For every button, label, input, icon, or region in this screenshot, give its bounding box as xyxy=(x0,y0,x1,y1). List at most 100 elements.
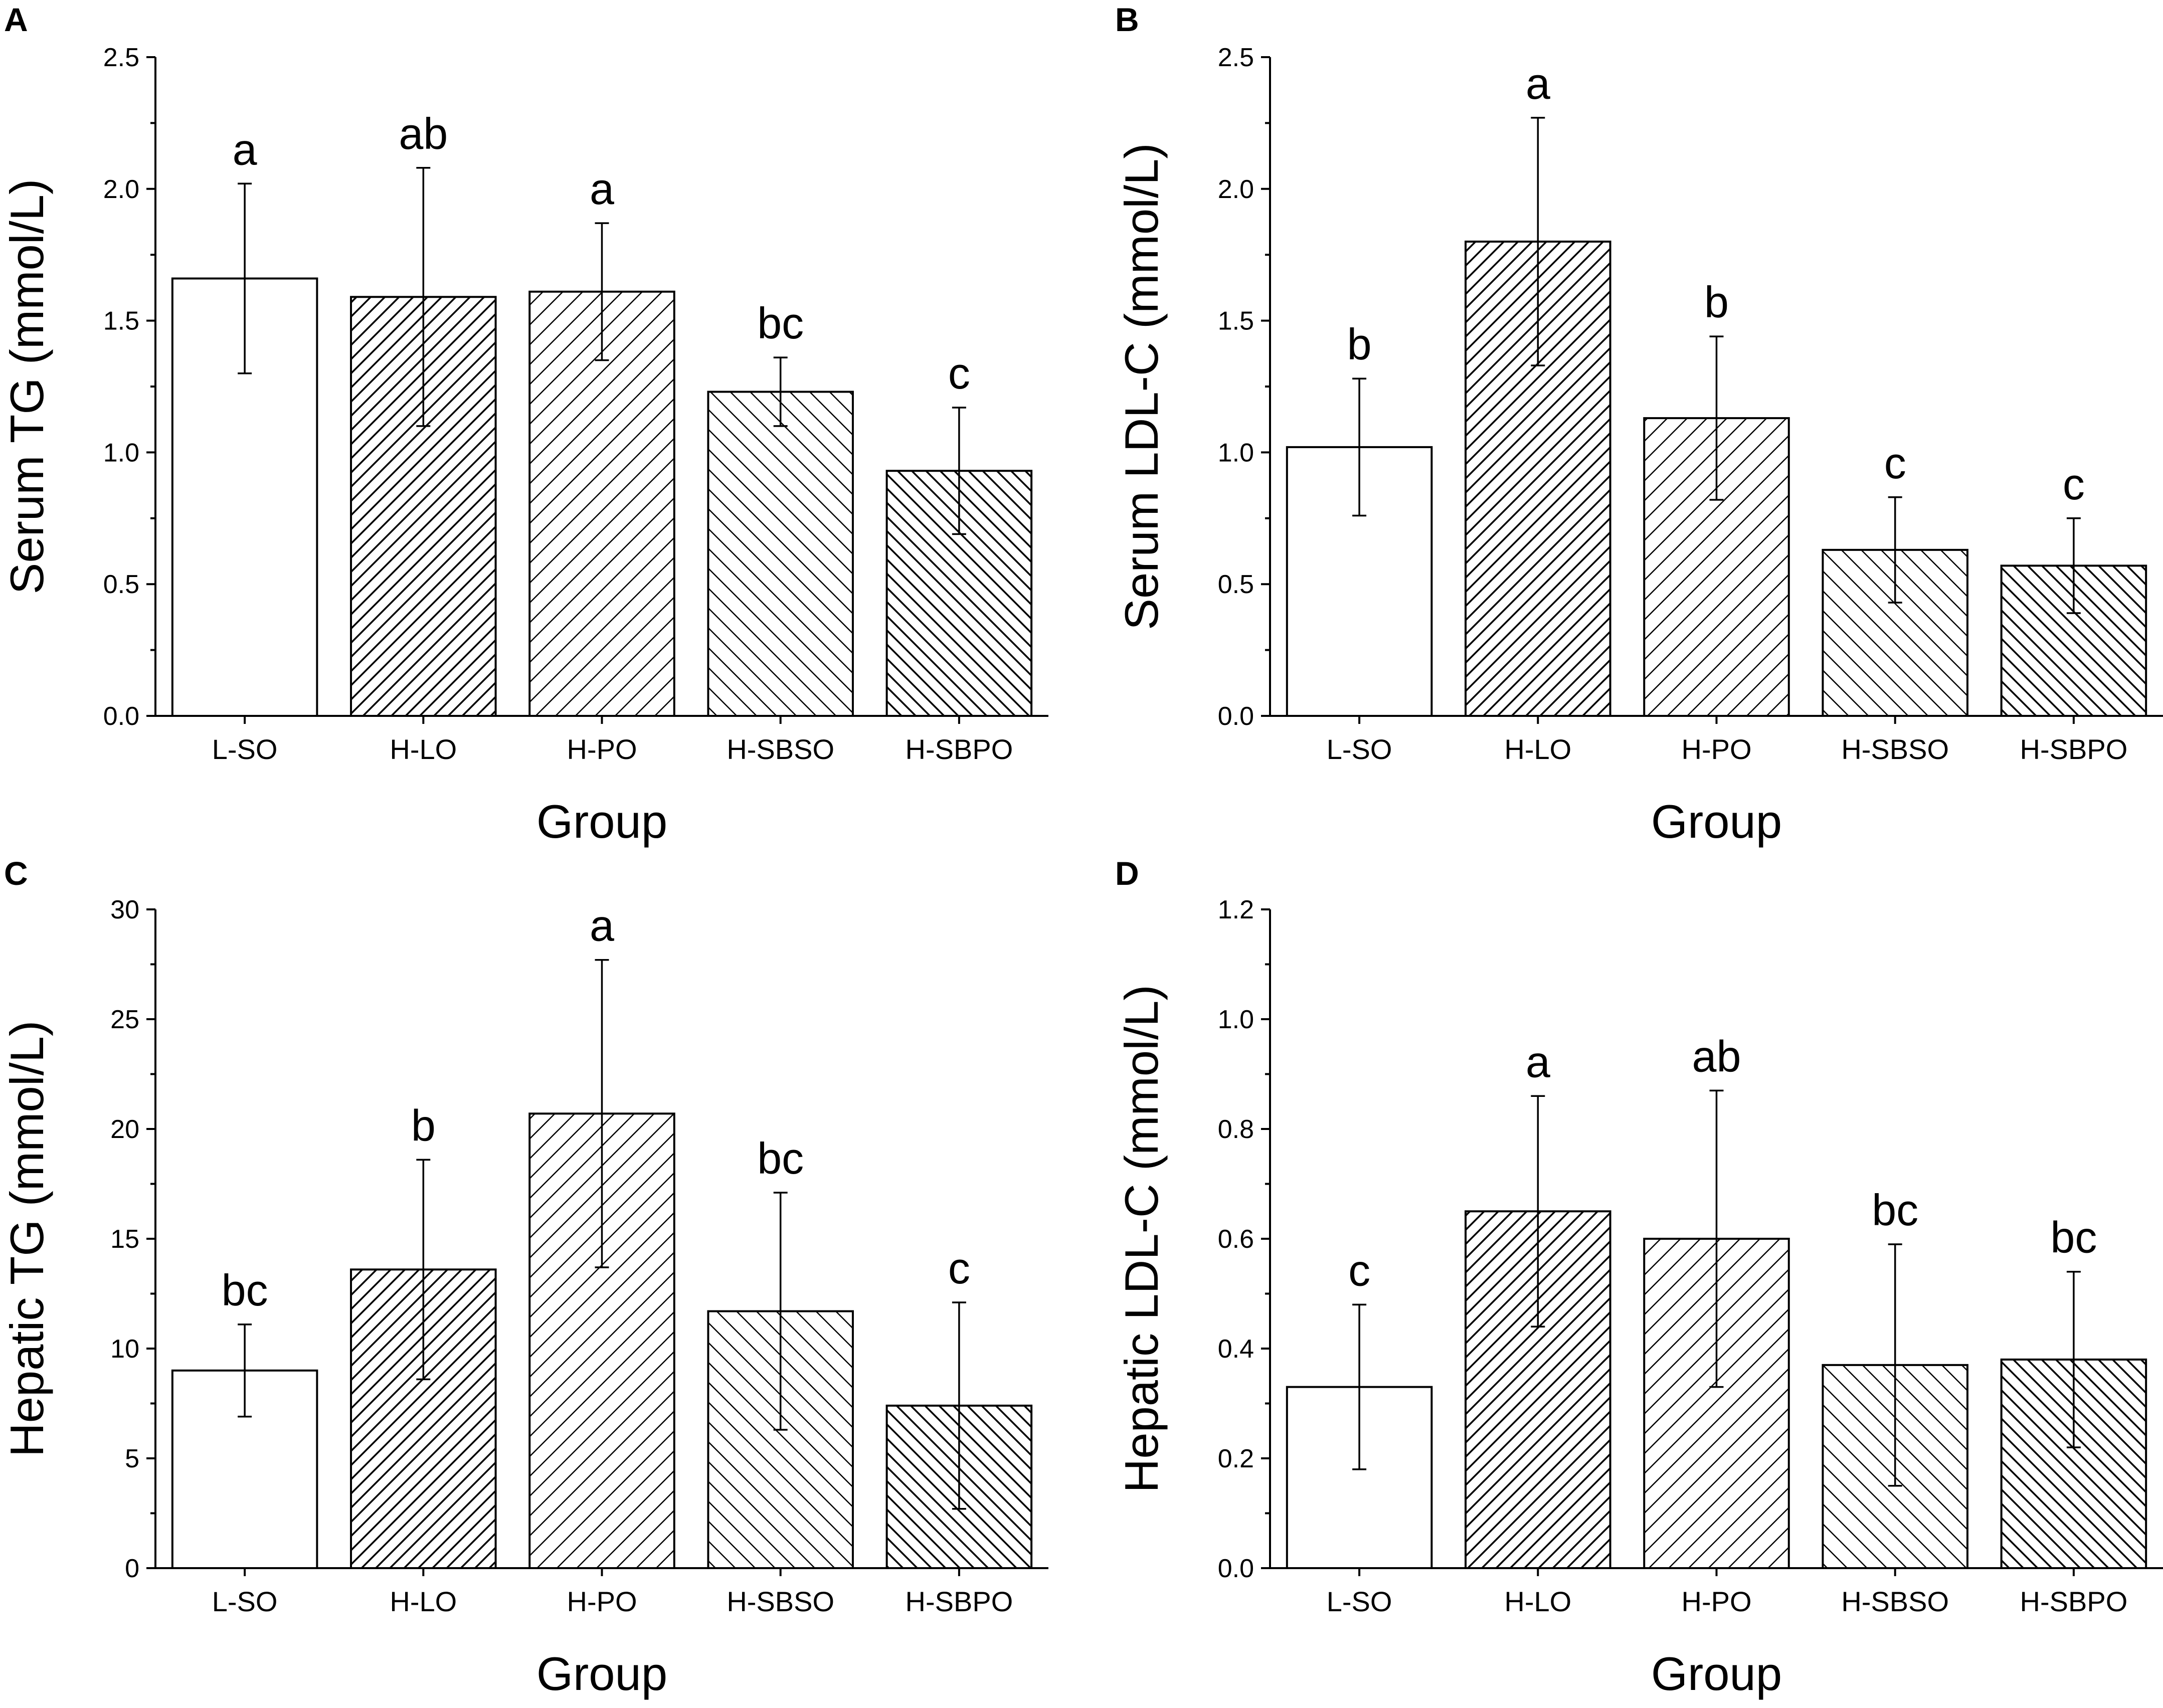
panel-a: A a ab a bc c 0.0 0.5 1.0 1.5 2.0 2.5 L-SO H-LO H-PO H… xyxy=(1,1,1048,848)
significance-letter-b-h-po: b xyxy=(1704,277,1729,327)
significance-letter-d-h-sbso: bc xyxy=(1872,1185,1918,1235)
significance-letter-a-h-po: a xyxy=(590,164,614,214)
x-tick-label-c-h-sbso: H-SBSO xyxy=(727,1586,834,1617)
significance-letter-a-l-so: a xyxy=(233,124,257,174)
y-axis-title-c: Hepatic TG (mmol/L) xyxy=(1,1021,53,1457)
error-bar-c-h-po xyxy=(595,959,609,1268)
x-tick-label-b-h-sbpo: H-SBPO xyxy=(2020,733,2128,765)
error-bar-d-h-sbpo xyxy=(2066,1270,2081,1448)
x-tick-label-a-h-lo: H-LO xyxy=(390,733,457,765)
error-bar-a-h-sbso xyxy=(773,356,788,427)
y-tick-label-d: 0.8 xyxy=(1218,1115,1254,1144)
panel-letter-b: B xyxy=(1115,1,1139,38)
y-tick-label-b: 1.5 xyxy=(1218,307,1254,336)
y-tick-label-c: 0 xyxy=(125,1554,139,1583)
significance-letter-d-l-so: c xyxy=(1348,1245,1370,1295)
y-tick-label-c: 5 xyxy=(125,1444,139,1473)
error-bar-c-h-lo xyxy=(416,1159,431,1381)
x-axis-title-d: Group xyxy=(1651,1647,1782,1700)
y-tick-label-b: 2.5 xyxy=(1218,43,1254,72)
error-bar-a-h-lo xyxy=(416,167,431,427)
x-tick-label-d-h-sbpo: H-SBPO xyxy=(2020,1586,2128,1617)
y-tick-label-d: 0.4 xyxy=(1218,1335,1254,1364)
significance-letter-b-h-sbpo: c xyxy=(2063,459,2085,509)
bar-a-h-sbso xyxy=(707,391,854,717)
x-tick-label-a-l-so: L-SO xyxy=(212,733,278,765)
x-tick-label-c-h-sbpo: H-SBPO xyxy=(906,1586,1013,1617)
x-tick-label-a-h-sbpo: H-SBPO xyxy=(906,733,1013,765)
significance-letter-d-h-po: ab xyxy=(1692,1031,1741,1081)
error-bar-d-h-lo xyxy=(1531,1095,1545,1327)
significance-letter-d-h-sbpo: bc xyxy=(2050,1213,2097,1262)
panel-d: D c a ab bc bc 0.0 0.2 0.4 0.6 0.8 1.0 1.2 L-SO H-LO H… xyxy=(1115,855,2163,1700)
x-axis-title-c: Group xyxy=(536,1647,667,1700)
y-tick-label-b: 0.0 xyxy=(1218,702,1254,731)
y-axis-title-a: Serum TG (mmol/L) xyxy=(1,179,53,595)
error-bar-b-l-so xyxy=(1352,377,1367,517)
y-tick-label-a: 1.0 xyxy=(103,438,139,467)
y-tick-label-d: 0.2 xyxy=(1218,1444,1254,1473)
panel-c: C bc b a bc c 0 5 10 15 20 25 30 L-SO H-LO H-PO H-SBSO H… xyxy=(1,855,1048,1700)
panel-letter-d: D xyxy=(1115,855,1139,892)
y-tick-label-a: 0.0 xyxy=(103,702,139,731)
error-bar-a-l-so xyxy=(238,182,252,374)
x-tick-label-b-l-so: L-SO xyxy=(1327,733,1392,765)
y-tick-label-a: 1.5 xyxy=(103,307,139,336)
y-tick-label-b: 0.5 xyxy=(1218,570,1254,599)
error-bar-b-h-sbso xyxy=(1888,496,1902,604)
x-tick-label-a-h-po: H-PO xyxy=(567,733,637,765)
x-tick-label-c-l-so: L-SO xyxy=(212,1586,278,1617)
significance-letter-a-h-sbpo: c xyxy=(948,348,970,398)
error-bar-c-h-sbso xyxy=(773,1192,788,1431)
panel-letter-a: A xyxy=(4,1,28,38)
error-bar-d-h-po xyxy=(1709,1089,1724,1388)
y-tick-label-a: 2.0 xyxy=(103,175,139,204)
significance-letter-c-l-so: bc xyxy=(222,1265,268,1315)
x-tick-label-b-h-sbso: H-SBSO xyxy=(1841,733,1949,765)
x-axis-title-a: Group xyxy=(536,795,667,848)
x-tick-label-d-h-sbso: H-SBSO xyxy=(1841,1586,1949,1617)
y-tick-label-b: 2.0 xyxy=(1218,175,1254,204)
error-bar-b-h-sbpo xyxy=(2066,517,2081,614)
error-bar-c-h-sbpo xyxy=(952,1301,966,1510)
significance-letter-a-h-lo: ab xyxy=(399,109,448,158)
y-tick-label-d: 0.0 xyxy=(1218,1554,1254,1583)
x-tick-label-b-h-po: H-PO xyxy=(1682,733,1752,765)
panel-b: B b a b c c 0.0 0.5 1.0 1.5 2.0 2.5 L-SO H-LO H-PO H-S… xyxy=(1115,1,2163,848)
significance-letter-d-h-lo: a xyxy=(1526,1037,1550,1086)
x-tick-label-d-h-po: H-PO xyxy=(1682,1586,1752,1617)
x-tick-label-c-h-po: H-PO xyxy=(567,1586,637,1617)
y-tick-label-a: 2.5 xyxy=(103,43,139,72)
y-tick-label-d: 1.0 xyxy=(1218,1005,1254,1034)
significance-letter-c-h-sbso: bc xyxy=(757,1133,804,1183)
y-tick-label-c: 25 xyxy=(110,1005,139,1034)
significance-letter-b-l-so: b xyxy=(1347,319,1372,369)
error-bar-c-l-so xyxy=(238,1323,252,1418)
significance-letter-b-h-lo: a xyxy=(1526,59,1550,108)
y-tick-label-d: 1.2 xyxy=(1218,895,1254,924)
x-tick-label-d-l-so: L-SO xyxy=(1327,1586,1392,1617)
error-bar-b-h-lo xyxy=(1531,117,1545,366)
y-tick-label-c: 30 xyxy=(110,895,139,924)
error-bar-d-h-sbso xyxy=(1888,1243,1902,1487)
error-bar-d-l-so xyxy=(1352,1303,1367,1470)
y-axis-title-b: Serum LDL-C (mmol/L) xyxy=(1115,143,1168,630)
significance-letter-b-h-sbso: c xyxy=(1884,438,1906,488)
x-axis-title-b: Group xyxy=(1651,795,1782,848)
y-tick-label-c: 20 xyxy=(110,1115,139,1144)
error-bar-a-h-sbpo xyxy=(952,407,966,535)
y-tick-label-a: 0.5 xyxy=(103,570,139,599)
panel-letter-c: C xyxy=(4,855,28,892)
significance-letter-c-h-po: a xyxy=(590,901,614,951)
significance-letter-a-h-sbso: bc xyxy=(757,298,804,348)
significance-letter-c-h-lo: b xyxy=(411,1100,436,1150)
significance-letter-c-h-sbpo: c xyxy=(948,1243,970,1293)
x-tick-label-d-h-lo: H-LO xyxy=(1504,1586,1571,1617)
y-axis-title-d: Hepatic LDL-C (mmol/L) xyxy=(1115,985,1168,1492)
y-tick-label-b: 1.0 xyxy=(1218,438,1254,467)
error-bar-b-h-po xyxy=(1709,335,1724,501)
x-tick-label-a-h-sbso: H-SBSO xyxy=(727,733,834,765)
y-tick-label-c: 10 xyxy=(110,1335,139,1364)
error-bar-a-h-po xyxy=(595,222,609,361)
